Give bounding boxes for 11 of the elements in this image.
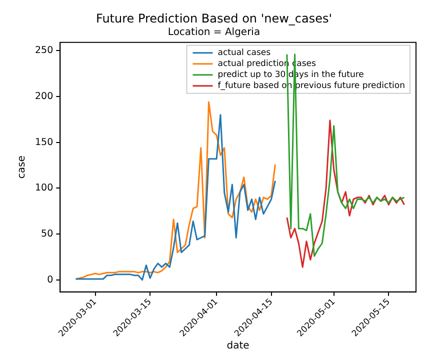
y-tick-label: 200 (34, 90, 54, 102)
y-tick-label: 100 (34, 182, 54, 194)
y-tick-label: 150 (34, 136, 54, 148)
legend-label: actual cases (218, 48, 272, 58)
x-axis-title: date (226, 340, 250, 352)
y-tick-label: 250 (34, 45, 54, 56)
y-axis-title: case (16, 156, 28, 179)
chart-subtitle: Location = Algeria (168, 26, 260, 38)
chart-title: Future Prediction Based on 'new_cases' (96, 11, 332, 26)
y-tick-label: 0 (47, 274, 54, 286)
y-tick-label: 50 (41, 228, 54, 240)
